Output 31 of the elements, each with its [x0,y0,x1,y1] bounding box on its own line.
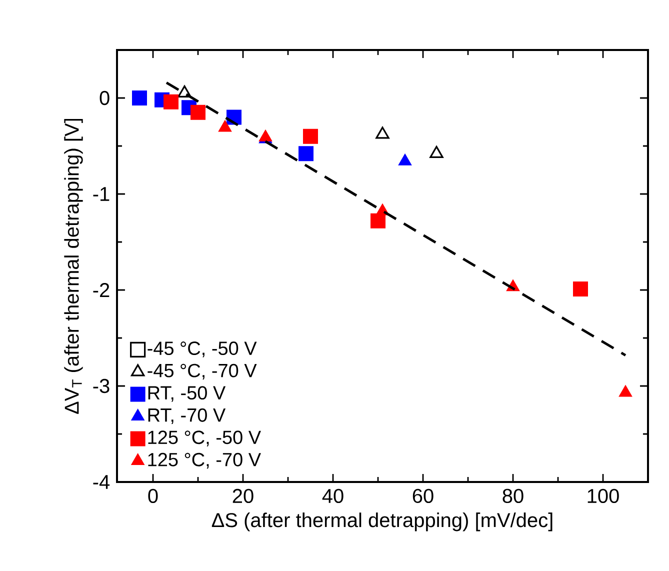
point [218,120,232,132]
legend-label: RT, -50 V [148,386,226,402]
x-tick-label: 0 [148,488,158,504]
y-tick-label: -2 [93,283,110,297]
point [303,128,318,144]
legend-label: 125 °C, -70 V [148,452,261,469]
y-tick-label: -3 [93,378,110,394]
y-axis-title: ΔV$_{T}$ (after thermal detrapping) [V] [64,118,83,414]
legend-label: -45 °C, -70 V [148,364,257,380]
x-tick-label: 60 [412,488,434,504]
point [376,126,390,139]
legend-label: RT, -70 V [148,408,226,424]
legend-label: -45 °C, -50 V [148,342,257,358]
point [164,94,178,110]
point [298,146,314,162]
x-tick-label: 80 [502,488,524,504]
point [573,282,588,297]
y-tick-label: -1 [93,187,110,201]
point [190,104,206,120]
point [132,90,147,106]
legend-label: 125 °C, -50 V [148,430,261,446]
point [398,154,412,166]
x-tick-label: 100 [588,488,619,504]
point [618,385,632,397]
x-axis-title: ΔS (after thermal detrapping) [mV/dec] [212,512,552,532]
y-tick-label: 0 [100,90,110,106]
x-tick-label: 40 [322,488,344,504]
y-tick-label: -4 [93,475,110,489]
point [430,146,444,158]
x-tick-label: 20 [232,488,254,504]
point [370,213,386,228]
